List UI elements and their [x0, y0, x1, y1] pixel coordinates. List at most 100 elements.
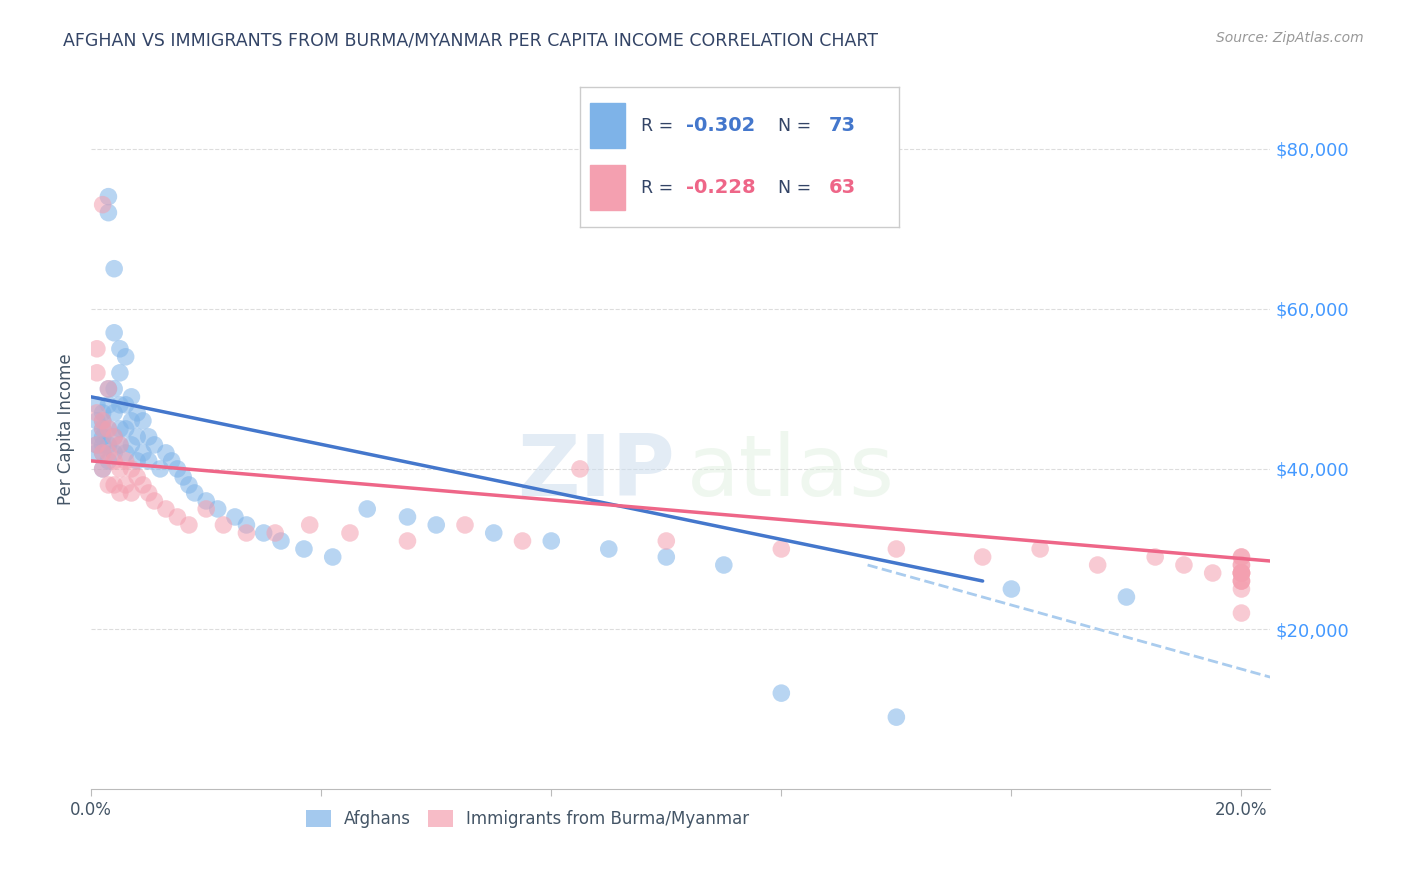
Point	[114, 454, 136, 468]
Point	[1087, 558, 1109, 572]
Point	[1230, 558, 1253, 572]
Point	[120, 414, 142, 428]
Point	[103, 261, 125, 276]
Point	[108, 366, 131, 380]
Point	[138, 454, 160, 468]
Point	[356, 502, 378, 516]
Point	[103, 478, 125, 492]
Point	[91, 422, 114, 436]
Point	[143, 438, 166, 452]
Point	[114, 422, 136, 436]
Point	[86, 438, 108, 452]
Point	[1230, 566, 1253, 580]
Point	[127, 470, 149, 484]
Point	[97, 478, 120, 492]
Point	[91, 446, 114, 460]
Point	[91, 446, 114, 460]
Legend: Afghans, Immigrants from Burma/Myanmar: Afghans, Immigrants from Burma/Myanmar	[299, 804, 756, 835]
Point	[235, 526, 257, 541]
Point	[97, 189, 120, 203]
Point	[1115, 590, 1137, 604]
Point	[195, 494, 218, 508]
Point	[166, 510, 188, 524]
Point	[1173, 558, 1195, 572]
Point	[1230, 566, 1253, 580]
Point	[91, 462, 114, 476]
Point	[177, 478, 200, 492]
Point	[97, 205, 120, 219]
Point	[103, 406, 125, 420]
Point	[972, 549, 994, 564]
Point	[1230, 606, 1253, 620]
Text: atlas: atlas	[686, 431, 894, 514]
Point	[253, 526, 276, 541]
Point	[569, 462, 592, 476]
Point	[264, 526, 287, 541]
Point	[86, 430, 108, 444]
Point	[138, 486, 160, 500]
Point	[103, 430, 125, 444]
Point	[91, 430, 114, 444]
Point	[97, 422, 120, 436]
Point	[298, 518, 321, 533]
Point	[1230, 566, 1253, 580]
Point	[540, 533, 562, 548]
Point	[91, 422, 114, 436]
Point	[108, 342, 131, 356]
Point	[149, 462, 172, 476]
Point	[120, 462, 142, 476]
Point	[97, 382, 120, 396]
Point	[114, 446, 136, 460]
Point	[127, 430, 149, 444]
Point	[155, 502, 177, 516]
Point	[120, 390, 142, 404]
Point	[143, 494, 166, 508]
Point	[120, 486, 142, 500]
Point	[425, 518, 447, 533]
Point	[177, 518, 200, 533]
Point	[512, 533, 534, 548]
Point	[183, 486, 205, 500]
Point	[86, 398, 108, 412]
Point	[127, 406, 149, 420]
Point	[1230, 574, 1253, 588]
Point	[322, 549, 344, 564]
Point	[195, 502, 218, 516]
Point	[235, 518, 257, 533]
Text: ZIP: ZIP	[517, 431, 675, 514]
Point	[886, 710, 908, 724]
Point	[103, 430, 125, 444]
Point	[1230, 574, 1253, 588]
Point	[482, 526, 505, 541]
Point	[770, 686, 793, 700]
Point	[86, 342, 108, 356]
Point	[108, 462, 131, 476]
Point	[138, 430, 160, 444]
Point	[1230, 566, 1253, 580]
Point	[91, 438, 114, 452]
Point	[132, 478, 155, 492]
Point	[172, 470, 194, 484]
Point	[108, 398, 131, 412]
Point	[339, 526, 361, 541]
Point	[1230, 574, 1253, 588]
Point	[114, 350, 136, 364]
Point	[886, 541, 908, 556]
Point	[212, 518, 235, 533]
Point	[292, 541, 315, 556]
Point	[108, 486, 131, 500]
Point	[97, 454, 120, 468]
Point	[91, 414, 114, 428]
Point	[91, 462, 114, 476]
Point	[91, 197, 114, 211]
Point	[86, 406, 108, 420]
Point	[132, 414, 155, 428]
Point	[155, 446, 177, 460]
Point	[97, 398, 120, 412]
Point	[1230, 549, 1253, 564]
Point	[114, 398, 136, 412]
Point	[1230, 549, 1253, 564]
Text: AFGHAN VS IMMIGRANTS FROM BURMA/MYANMAR PER CAPITA INCOME CORRELATION CHART: AFGHAN VS IMMIGRANTS FROM BURMA/MYANMAR …	[63, 31, 879, 49]
Point	[713, 558, 735, 572]
Point	[108, 422, 131, 436]
